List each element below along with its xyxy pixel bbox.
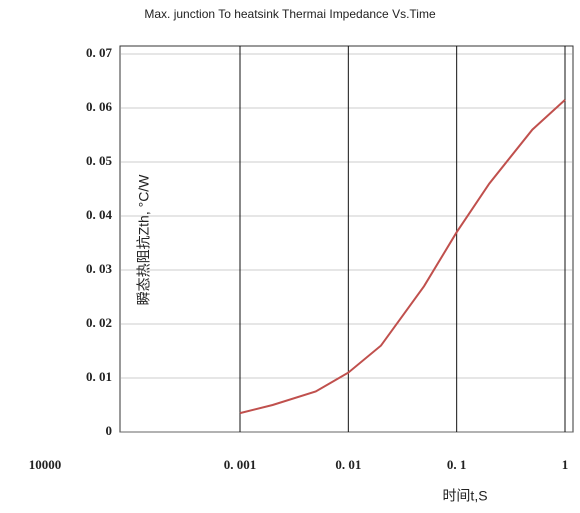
chart-title: Max. junction To heatsink Thermai Impeda…: [144, 7, 436, 21]
y-tick-label: 0. 03: [86, 261, 113, 276]
y-tick-label: 0. 06: [86, 99, 113, 114]
y-tick-label: 0. 05: [86, 153, 113, 168]
x-axis-label: 时间t,S: [442, 488, 487, 504]
y-tick-label: 0. 07: [86, 45, 113, 60]
stray-label: 10000: [29, 457, 62, 472]
x-tick-label: 1: [562, 457, 569, 472]
y-tick-label: 0: [106, 423, 113, 438]
y-tick-label: 0. 01: [86, 369, 112, 384]
data-line: [239, 99, 566, 415]
y-tick-label: 0. 02: [86, 315, 112, 330]
y-tick-label: 0. 04: [86, 207, 113, 222]
y-axis-label: 瞬态热阻抗Zth, °C/W: [136, 174, 152, 306]
x-tick-label: 0. 1: [447, 457, 467, 472]
x-tick-label: 0. 01: [335, 457, 361, 472]
x-tick-label: 0. 001: [224, 457, 257, 472]
